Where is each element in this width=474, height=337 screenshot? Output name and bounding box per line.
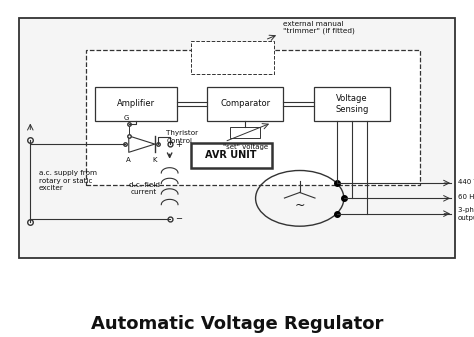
FancyBboxPatch shape: [314, 87, 390, 121]
Text: "set" voltage: "set" voltage: [223, 144, 268, 150]
FancyBboxPatch shape: [191, 143, 272, 167]
Text: external manual
"trimmer" (if fitted): external manual "trimmer" (if fitted): [283, 21, 356, 34]
Text: 3-ph a.c.: 3-ph a.c.: [457, 207, 474, 213]
Text: output: output: [457, 215, 474, 221]
Text: ~: ~: [294, 199, 305, 212]
FancyBboxPatch shape: [207, 87, 283, 121]
Text: Amplifier: Amplifier: [117, 99, 155, 108]
Text: −: −: [175, 214, 182, 223]
Text: AVR UNIT: AVR UNIT: [205, 150, 257, 160]
Text: 60 Hz: 60 Hz: [457, 194, 474, 200]
Text: Thyristor
Control: Thyristor Control: [166, 130, 199, 144]
FancyBboxPatch shape: [191, 41, 274, 74]
Text: K: K: [153, 157, 157, 163]
FancyBboxPatch shape: [230, 127, 260, 138]
Text: +: +: [175, 140, 182, 149]
Text: Comparator: Comparator: [220, 99, 270, 108]
Text: d.c. field
current: d.c. field current: [128, 182, 160, 195]
Text: A: A: [127, 157, 131, 163]
FancyBboxPatch shape: [18, 18, 456, 258]
FancyBboxPatch shape: [86, 50, 420, 185]
Text: G: G: [124, 115, 129, 121]
Text: 440 V,: 440 V,: [457, 179, 474, 185]
Text: Voltage
Sensing: Voltage Sensing: [335, 94, 369, 114]
FancyBboxPatch shape: [95, 87, 177, 121]
Text: Automatic Voltage Regulator: Automatic Voltage Regulator: [91, 314, 383, 333]
Text: a.c. supply from
rotary or static
exciter: a.c. supply from rotary or static excite…: [39, 170, 97, 191]
